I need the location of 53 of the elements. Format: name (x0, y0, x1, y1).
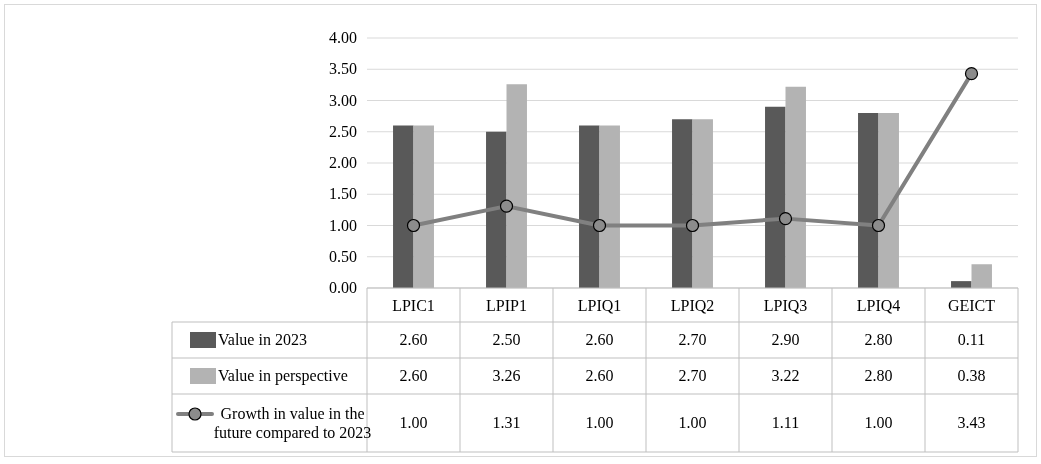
x-tick-label: LPIC1 (392, 297, 435, 314)
data-label: 2.80 (864, 367, 893, 384)
point (499, 199, 514, 213)
data-label: 3.26 (492, 367, 521, 384)
point (778, 212, 793, 226)
y-tick-label: 2.00 (329, 154, 357, 171)
point (964, 67, 979, 81)
bar (393, 125, 414, 288)
x-tick-label: LPIQ4 (856, 297, 901, 314)
bar (858, 113, 879, 288)
point (592, 218, 607, 233)
data-label: 3.43 (957, 414, 986, 431)
y-tick-label: 3.50 (329, 60, 357, 78)
y-tick-label: 2.50 (329, 122, 357, 140)
x-tick-label: LPIP1 (486, 297, 527, 314)
data-label: 2.60 (399, 367, 428, 384)
data-label: 1.11 (771, 414, 800, 431)
x-tick-label: LPIQ3 (763, 297, 808, 314)
y-tick-label: 0.00 (329, 279, 357, 296)
x-tick-label: GEICT (947, 297, 996, 314)
data-label: 2.60 (585, 331, 614, 348)
y-tick-label: 1.50 (329, 185, 357, 203)
x-tick-label: LPIQ1 (577, 297, 622, 314)
data-label: 1.00 (678, 414, 707, 431)
data-label: 2.80 (864, 331, 893, 348)
bar (765, 106, 786, 288)
data-label: 1.00 (585, 414, 614, 431)
data-label: 2.60 (585, 367, 614, 384)
y-tick-label: 1.00 (329, 216, 357, 234)
data-label: 0.11 (957, 331, 986, 348)
data-label: 1.00 (399, 414, 428, 431)
data-label: 2.50 (492, 331, 521, 348)
x-tick-label: LPIQ2 (670, 297, 715, 314)
bar (486, 131, 507, 288)
data-label: 1.31 (492, 414, 521, 431)
data-label: 2.90 (771, 331, 800, 348)
point (871, 218, 886, 233)
data-label: 2.70 (678, 367, 707, 384)
bar (672, 119, 693, 288)
data-label: 1.00 (864, 414, 893, 431)
data-label: 2.60 (399, 331, 428, 348)
y-tick-label: 3.00 (329, 91, 357, 109)
legend-label: Value in perspective (218, 367, 348, 385)
bar (579, 125, 600, 288)
legend-label: Growth in value in the future compared to 2023 (213, 404, 372, 442)
data-label: 3.22 (771, 367, 800, 384)
data-label: 2.70 (678, 331, 707, 348)
point (406, 218, 421, 233)
data-label: 0.38 (957, 367, 986, 384)
point (685, 218, 700, 233)
y-tick-label: 4.00 (329, 29, 357, 46)
legend-label: Value in 2023 (218, 331, 307, 348)
y-tick-label: 0.50 (329, 247, 357, 265)
